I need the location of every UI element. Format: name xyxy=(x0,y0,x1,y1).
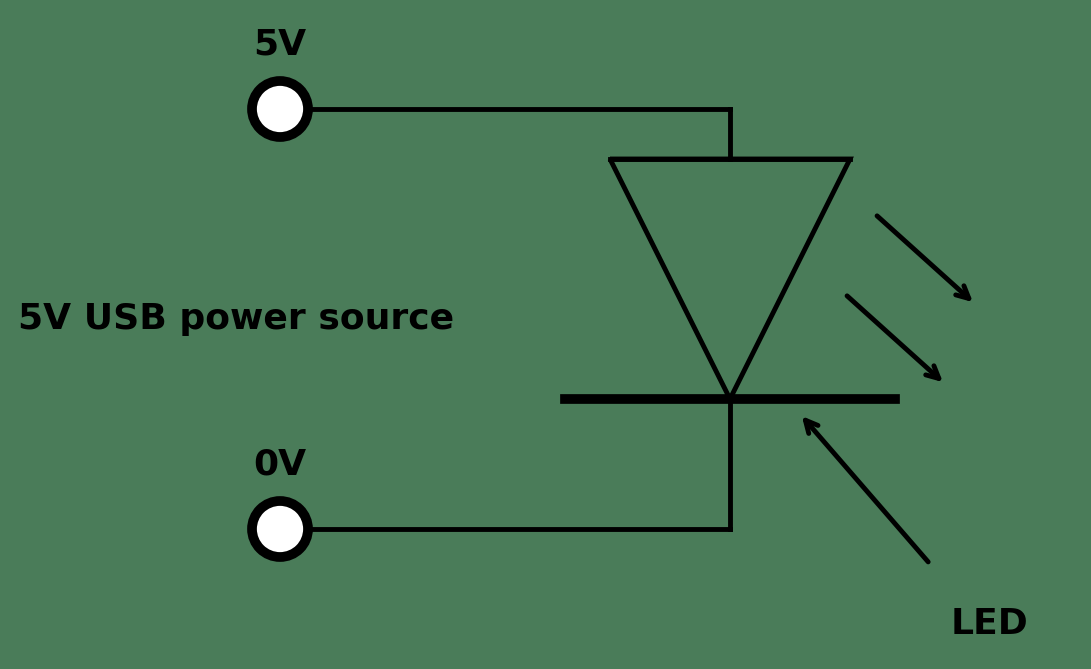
Text: 0V: 0V xyxy=(253,447,307,481)
Circle shape xyxy=(252,501,308,557)
Text: 5V USB power source: 5V USB power source xyxy=(17,302,454,336)
Circle shape xyxy=(252,81,308,137)
Text: LED: LED xyxy=(951,607,1029,641)
Text: 5V: 5V xyxy=(253,27,307,61)
